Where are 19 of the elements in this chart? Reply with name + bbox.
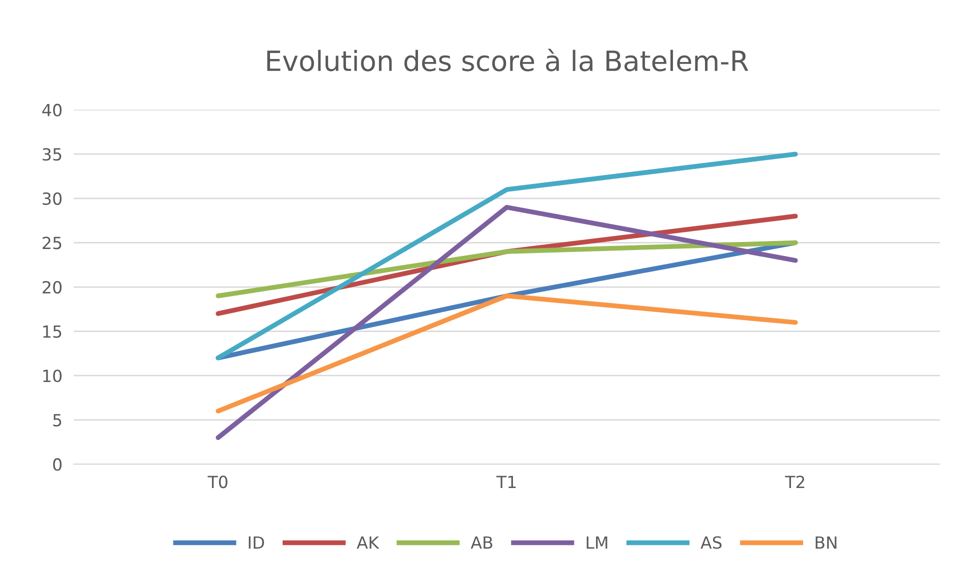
y-tick-label: 35 — [42, 148, 62, 161]
y-tick-label: 40 — [42, 104, 62, 116]
y-tick-label: 0 — [53, 458, 62, 471]
legend-label: ID — [248, 536, 264, 549]
legend-label: AK — [356, 536, 380, 549]
x-tick-label: T2 — [785, 476, 804, 488]
y-tick-label: 5 — [53, 414, 62, 426]
legend-label: AS — [700, 536, 722, 549]
x-tick-label: T0 — [208, 476, 228, 488]
legend-label: BN — [816, 536, 836, 549]
y-tick-label: 10 — [43, 370, 62, 382]
legend-label: LM — [586, 536, 608, 549]
y-tick-label: 25 — [42, 236, 62, 250]
y-tick-label: 15 — [43, 325, 62, 338]
chart-title: Evolution des score à la Batelem-R — [267, 48, 748, 72]
y-tick-label: 20 — [42, 280, 62, 294]
x-tick-label: T1 — [496, 476, 516, 488]
legend-label: AB — [470, 536, 492, 549]
y-tick-label: 30 — [42, 192, 62, 205]
